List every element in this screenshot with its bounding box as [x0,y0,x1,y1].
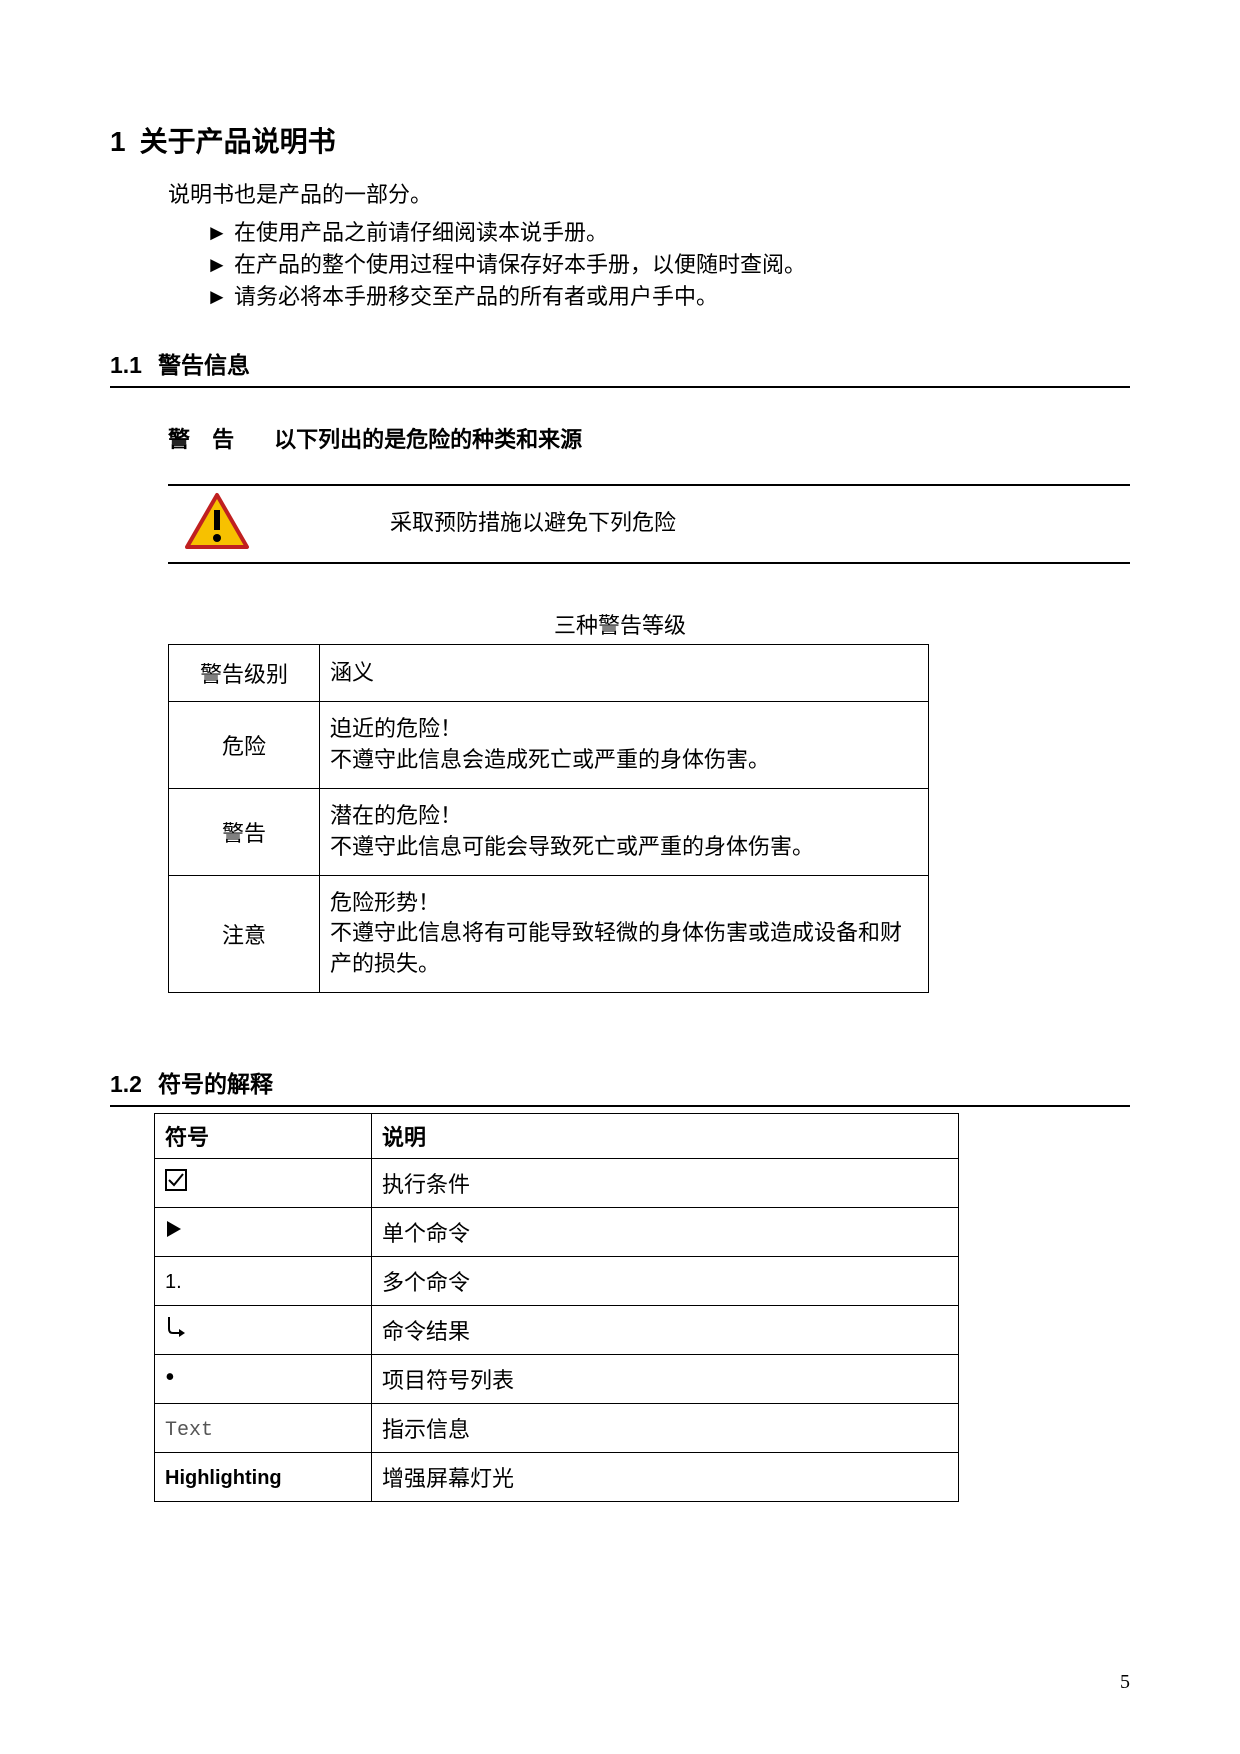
symbol-cell: 1. [155,1257,372,1306]
warning-header-row: 警 告 以下列出的是危险的种类和来源 [168,422,1130,486]
table-header-cell: 涵义 [320,645,929,702]
warning-levels-table: 警告级别 涵义 危险 迫近的危险！不遵守此信息会造成死亡或严重的身体伤害。 警告… [168,644,929,993]
symbol-cell: • [155,1355,372,1404]
page-number: 5 [1120,1671,1130,1694]
warning-content-row: 采取预防措施以避免下列危险 [168,486,1130,564]
table-cell: 迫近的危险！不遵守此信息会造成死亡或严重的身体伤害。 [320,702,929,789]
table-cell: 项目符号列表 [372,1355,959,1404]
symbol-cell: Highlighting [155,1453,372,1502]
table-row: 注意 危险形势！不遵守此信息将有可能导致轻微的身体伤害或造成设备和财产的损失。 [169,875,929,992]
heading-1-1: 1.1 警告信息 [110,346,1130,388]
symbol-cell [155,1159,372,1208]
table-cell: 危险形势！不遵守此信息将有可能导致轻微的身体伤害或造成设备和财产的损失。 [320,875,929,992]
heading-1-title: 关于产品说明书 [140,126,336,157]
warning-block: 警 告 以下列出的是危险的种类和来源 采取预防措施以避免下列危险 [168,422,1130,564]
table-cell: 多个命令 [372,1257,959,1306]
table-cell: 执行条件 [372,1159,959,1208]
table-row: Text 指示信息 [155,1404,959,1453]
table-row: 执行条件 [155,1159,959,1208]
table-cell: 危险 [169,702,320,789]
bullet-marker-icon: ► [206,217,234,249]
mono-text-symbol: Text [165,1419,213,1442]
heading-1-2: 1.2 符号的解释 [110,1065,1130,1107]
warning-body-text: 采取预防措施以避免下列危险 [390,505,676,537]
table-row: 1. 多个命令 [155,1257,959,1306]
arrow-down-right-icon [165,1315,187,1345]
bullet-marker-icon: ► [206,249,234,281]
bullet-item: ►在产品的整个使用过程中请保存好本手册，以便随时查阅。 [206,249,1130,281]
table-row: Highlighting 增强屏幕灯光 [155,1453,959,1502]
symbol-cell [155,1306,372,1355]
warning-triangle-icon [184,492,250,550]
page: 1关于产品说明书 说明书也是产品的一部分。 ►在使用产品之前请仔细阅读本说手册。… [0,0,1240,1754]
table-cell: 增强屏幕灯光 [372,1453,959,1502]
bullet-dot-icon: • [165,1368,175,1388]
bullet-item: ►请务必将本手册移交至产品的所有者或用户手中。 [206,281,1130,313]
table-cell: 潜在的危险！不遵守此信息可能会导致死亡或严重的身体伤害。 [320,789,929,876]
table-cell: 命令结果 [372,1306,959,1355]
bold-text-symbol: Highlighting [165,1467,282,1490]
heading-1-2-title: 符号的解释 [158,1071,273,1097]
table-row: 命令结果 [155,1306,959,1355]
warning-label: 警 告 [168,422,268,454]
table-row: • 项目符号列表 [155,1355,959,1404]
symbol-cell: Text [155,1404,372,1453]
bullet-item: ►在使用产品之前请仔细阅读本说手册。 [206,217,1130,249]
symbol-cell [155,1208,372,1257]
bullet-marker-icon: ► [206,281,234,313]
heading-1-1-number: 1.1 [110,352,142,378]
bullet-text: 在产品的整个使用过程中请保存好本手册，以便随时查阅。 [234,252,806,277]
table-cell: 注意 [169,875,320,992]
heading-1-1-title: 警告信息 [158,352,250,378]
table-row: 危险 迫近的危险！不遵守此信息会造成死亡或严重的身体伤害。 [169,702,929,789]
heading-1-number: 1 [110,126,126,157]
table-header-cell: 符号 [155,1114,372,1159]
symbols-table: 符号 说明 执行条件 单个命令 1. 多个命令 [154,1113,959,1502]
table-header-cell: 说明 [372,1114,959,1159]
bullet-text: 在使用产品之前请仔细阅读本说手册。 [234,220,608,245]
table-header-cell: 警告级别 [169,645,320,702]
warning-table-caption: 三种警告等级 [110,608,1130,640]
warning-header-text: 以下列出的是危险的种类和来源 [274,427,582,452]
number-symbol: 1. [165,1271,182,1294]
table-row: 警告 潜在的危险！不遵守此信息可能会导致死亡或严重的身体伤害。 [169,789,929,876]
table-row: 符号 说明 [155,1114,959,1159]
intro-text: 说明书也是产品的一部分。 [168,180,1130,211]
triangle-right-icon [165,1219,183,1245]
heading-1-2-number: 1.2 [110,1071,142,1097]
bullet-list: ►在使用产品之前请仔细阅读本说手册。 ►在产品的整个使用过程中请保存好本手册，以… [206,217,1130,313]
heading-1: 1 关于产品说明书 [110,120,1130,160]
table-row: 单个命令 [155,1208,959,1257]
table-cell: 单个命令 [372,1208,959,1257]
table-row: 警告级别 涵义 [169,645,929,702]
bullet-text: 请务必将本手册移交至产品的所有者或用户手中。 [234,284,718,309]
table-cell: 指示信息 [372,1404,959,1453]
checkbox-icon [165,1169,187,1197]
table-cell: 警告 [169,789,320,876]
